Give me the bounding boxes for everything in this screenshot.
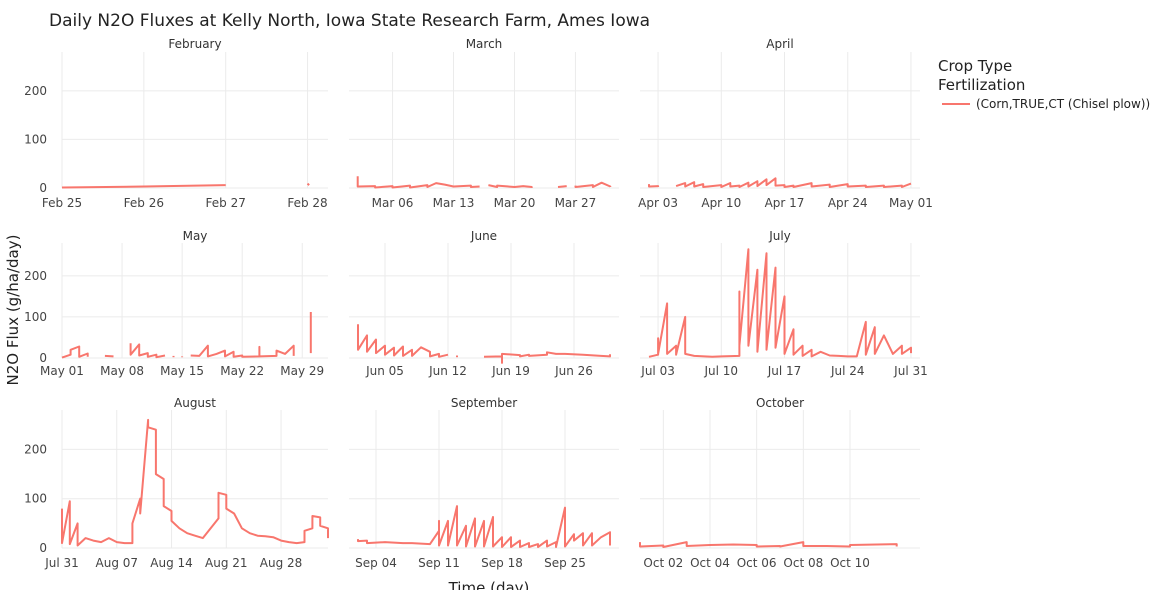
x-tick-label: Jul 17 [767, 364, 802, 378]
x-tick-label: Aug 07 [96, 556, 139, 570]
x-tick-label: Apr 10 [701, 196, 741, 210]
y-tick-label: 0 [39, 541, 47, 555]
x-tick-label: Jul 03 [640, 364, 675, 378]
y-tick-label: 0 [39, 181, 47, 195]
x-tick-label: Oct 04 [690, 556, 730, 570]
panel-october: October Oct 02 Oct 04 Oct 06 Oct 08 Oct 10 [639, 396, 920, 570]
x-tick-label: Jul 10 [704, 364, 739, 378]
facet-title: October [756, 396, 804, 410]
y-tick-label: 100 [24, 132, 47, 146]
y-tick-label: 200 [24, 84, 47, 98]
series-line-segment [61, 345, 89, 359]
chart-title: Daily N2O Fluxes at Kelly North, Iowa St… [49, 11, 650, 31]
series-line-segment [557, 185, 567, 188]
facet-title: April [766, 37, 793, 51]
x-tick-label: Jul 24 [830, 364, 865, 378]
y-tick-label: 200 [24, 269, 47, 283]
x-tick-label: May 01 [40, 364, 84, 378]
series-line-segment [648, 184, 660, 188]
facet-title: September [451, 396, 517, 410]
series-line-segment [306, 182, 310, 186]
x-tick-label: Sep 25 [544, 556, 586, 570]
x-tick-label: Oct 06 [737, 556, 777, 570]
facet-title: May [183, 229, 208, 243]
panel-june: June Jun 05 Jun 12 Jun 19 Jun 26 [349, 229, 619, 378]
legend-title-line-2: Fertilization [938, 76, 1025, 94]
x-tick-label: Oct 02 [643, 556, 683, 570]
facet-title: February [168, 37, 221, 51]
x-tick-label: Jun 05 [365, 364, 404, 378]
x-tick-label: Sep 18 [481, 556, 523, 570]
x-tick-label: Aug 21 [205, 556, 248, 570]
x-tick-label: Aug 28 [260, 556, 303, 570]
y-tick-label: 100 [24, 310, 47, 324]
x-tick-label: Aug 14 [150, 556, 193, 570]
x-tick-label: Jun 26 [554, 364, 593, 378]
legend-entry-label: (Corn,TRUE,CT (Chisel plow)) [976, 97, 1150, 111]
x-tick-label: May 29 [280, 364, 324, 378]
series-line-segment [357, 505, 611, 548]
x-tick-label: May 22 [220, 364, 264, 378]
panel-february: February 0 100 200 Feb 25 Feb 26 Feb 27 Feb 28 [24, 37, 328, 210]
x-tick-label: Feb 25 [42, 196, 82, 210]
x-tick-label: Apr 17 [765, 196, 805, 210]
x-tick-label: May 08 [100, 364, 144, 378]
y-tick-label: 0 [39, 351, 47, 365]
facet-title: June [470, 229, 497, 243]
x-tick-label: Sep 04 [355, 556, 397, 570]
series-line-segment [104, 354, 114, 358]
x-tick-label: Apr 24 [828, 196, 868, 210]
x-tick-label: Jul 31 [893, 364, 928, 378]
series-line-segment [639, 541, 898, 548]
y-tick-label: 200 [24, 442, 47, 456]
panel-april: April Apr 03 Apr 10 Apr 17 Apr 24 May 01 [638, 37, 933, 210]
x-tick-label: Jun 19 [491, 364, 530, 378]
x-tick-label: Mar 20 [494, 196, 536, 210]
series-line-segment [488, 184, 533, 188]
x-tick-label: May 15 [160, 364, 204, 378]
panel-august: August 0 100 200 Jul 31 Aug 07 Aug 14 Aug 21 Aug… [24, 396, 329, 570]
x-tick-label: Sep 11 [418, 556, 460, 570]
x-tick-label: Oct 08 [783, 556, 823, 570]
series-line-segment [61, 418, 329, 547]
x-tick-label: Mar 27 [555, 196, 597, 210]
x-tick-label: Feb 26 [124, 196, 164, 210]
x-tick-label: Feb 28 [287, 196, 327, 210]
series-line-segment [675, 177, 912, 188]
series-line-segment [483, 351, 611, 364]
x-tick-label: Jul 31 [44, 556, 79, 570]
facet-title: March [466, 37, 503, 51]
y-tick-label: 100 [24, 492, 47, 506]
series-line-segment [574, 181, 612, 188]
series-line-segment [61, 184, 226, 189]
x-axis-title: Time (day) [448, 579, 530, 590]
panel-july: July Jul 03 Jul 10 Jul 17 Jul 24 Jul 31 [640, 229, 928, 378]
x-tick-label: Mar 13 [433, 196, 475, 210]
panel-september: September Sep 04 Sep 11 Sep 18 Sep 25 [349, 396, 619, 570]
x-tick-label: May 01 [889, 196, 933, 210]
facet-title: August [174, 396, 216, 410]
facet-title: July [768, 229, 791, 243]
x-tick-label: Feb 27 [206, 196, 246, 210]
x-tick-label: Oct 10 [830, 556, 870, 570]
x-tick-label: Apr 03 [638, 196, 678, 210]
series-line-segment [129, 343, 166, 359]
series-line-segment [190, 344, 295, 358]
series-line-segment [356, 176, 480, 189]
x-tick-label: Mar 06 [372, 196, 414, 210]
panel-march: March Mar 06 Mar 13 Mar 20 Mar 27 [349, 37, 619, 210]
chart-panels: February 0 100 200 Feb 25 Feb 26 Feb 27 Feb 28 M… [24, 37, 933, 570]
series-line-segment [648, 248, 912, 358]
legend: Crop Type Fertilization (Corn,TRUE,CT (C… [938, 57, 1150, 111]
x-tick-label: Jun 12 [428, 364, 467, 378]
series-line-segment [357, 324, 449, 358]
y-axis-title: N2O Flux (g/ha/day) [4, 235, 22, 386]
legend-title-line-1: Crop Type [938, 57, 1012, 75]
panel-may: May 0 100 200 May 01 May 08 May 15 May 22 May 29 [24, 229, 328, 378]
